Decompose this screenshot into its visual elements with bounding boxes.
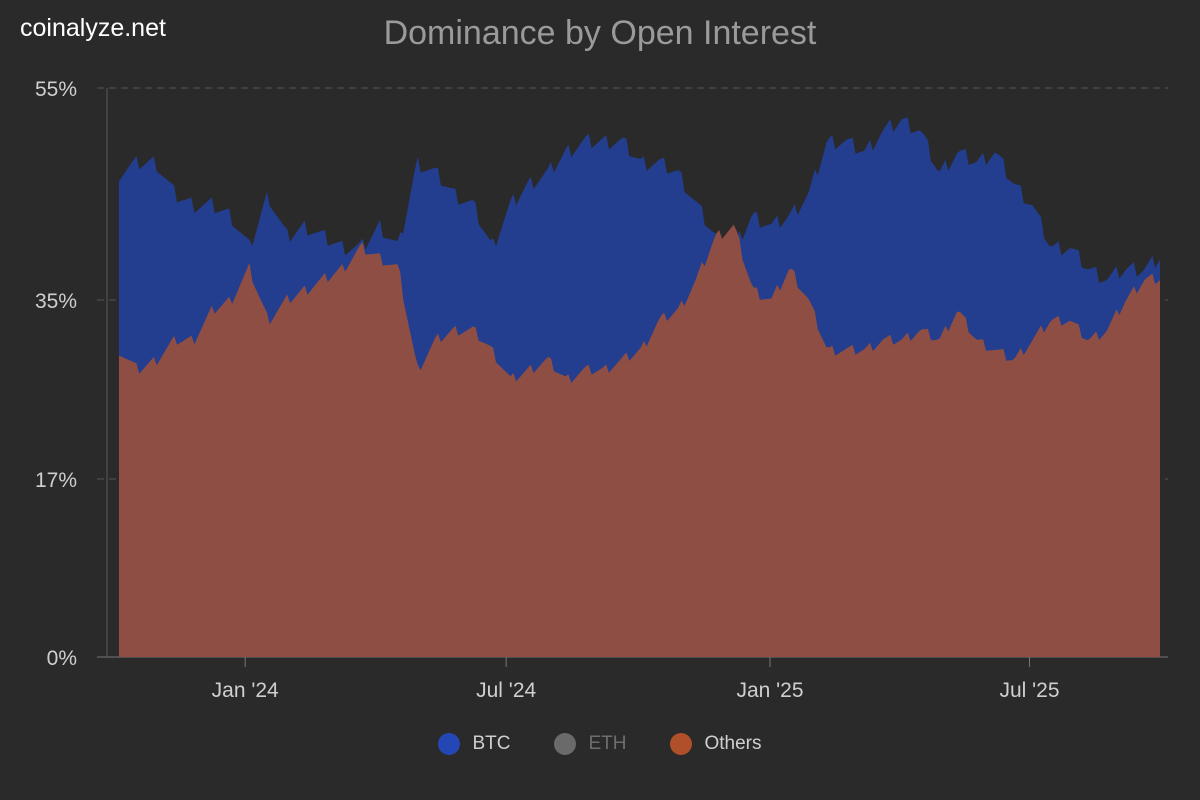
series-area-others — [119, 224, 1160, 657]
y-tick-label: 17% — [35, 469, 77, 492]
y-tick-label: 0% — [47, 647, 77, 670]
y-tick-label: 55% — [35, 78, 77, 101]
legend-label-others: Others — [704, 733, 762, 754]
x-tick-label: Jan '24 — [212, 679, 279, 702]
chart-legend: BTC ETH Others — [0, 733, 1200, 755]
legend-item-eth[interactable]: ETH — [554, 733, 626, 755]
y-tick-label: 35% — [35, 290, 77, 313]
legend-label-eth: ETH — [588, 733, 627, 754]
x-tick-label: Jul '24 — [476, 679, 536, 702]
chart-title: Dominance by Open Interest — [383, 14, 817, 52]
legend-dot-btc — [438, 733, 461, 755]
legend-item-others[interactable]: Others — [670, 733, 762, 755]
legend-dot-others — [670, 733, 693, 755]
legend-item-btc[interactable]: BTC — [438, 733, 510, 755]
x-tick-label: Jul '25 — [999, 679, 1059, 702]
legend-label-btc: BTC — [472, 733, 511, 754]
brand-logo-text[interactable]: coinalyze.net — [20, 14, 166, 42]
legend-dot-eth — [554, 733, 577, 755]
x-tick-label: Jan '25 — [736, 679, 803, 702]
